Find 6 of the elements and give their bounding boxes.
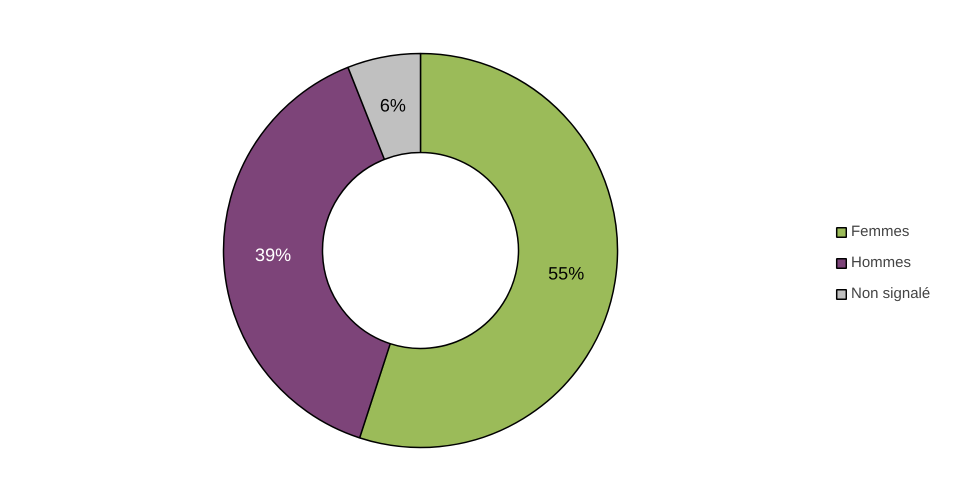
- legend-label: Hommes: [851, 254, 912, 271]
- data-label: 6%: [380, 96, 406, 116]
- legend-label: Femmes: [851, 223, 910, 240]
- data-label: 55%: [548, 264, 584, 284]
- legend-label: Non signalé: [851, 285, 930, 302]
- data-label: 39%: [255, 245, 292, 266]
